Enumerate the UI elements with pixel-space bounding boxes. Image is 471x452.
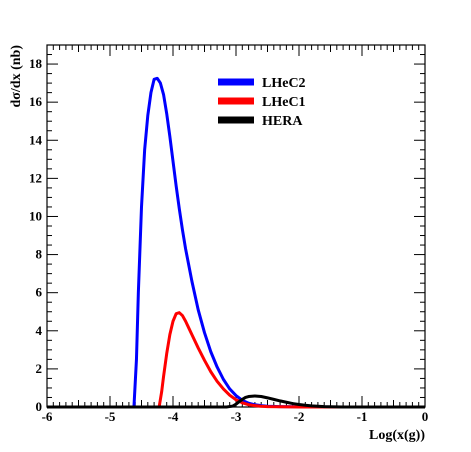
x-tick-label: -5: [105, 409, 116, 424]
x-tick-label: -4: [168, 409, 179, 424]
legend: LHeC2 LHeC1 HERA: [218, 76, 306, 129]
x-tick-label: -1: [357, 409, 368, 424]
series-line-lhec1: [47, 311, 425, 409]
y-tick-label: 14: [29, 132, 43, 147]
y-tick-label: 8: [36, 247, 43, 262]
x-tick-label: 0: [422, 409, 429, 424]
legend-label: HERA: [262, 114, 303, 129]
x-axis-title: Log(x(g)): [369, 428, 425, 443]
y-tick-label: 16: [29, 94, 43, 109]
x-tick-label: -2: [294, 409, 305, 424]
series-line-lhec2: [47, 76, 425, 409]
y-tick-label: 0: [36, 399, 43, 414]
y-tick-label: 10: [29, 208, 42, 223]
series-line-hera: [47, 394, 425, 409]
x-tick-label: -3: [231, 409, 242, 424]
axis-tick-labels: -6 -5 -4 -3 -2 -1 0 0 2 4 6 8 10 12 14 16 18: [29, 56, 428, 424]
y-tick-label: 4: [36, 323, 43, 338]
legend-label: LHeC1: [262, 95, 306, 110]
y-tick-label: 12: [29, 170, 42, 185]
axis-ticks: [46, 44, 426, 408]
x-tick-label: -6: [42, 409, 53, 424]
y-tick-label: 6: [36, 285, 43, 300]
series-lines: [47, 76, 425, 409]
y-tick-label: 18: [29, 56, 43, 71]
legend-label: LHeC2: [262, 76, 306, 91]
y-tick-label: 2: [36, 361, 43, 376]
y-axis-title: dσ/dx (nb): [9, 45, 24, 108]
